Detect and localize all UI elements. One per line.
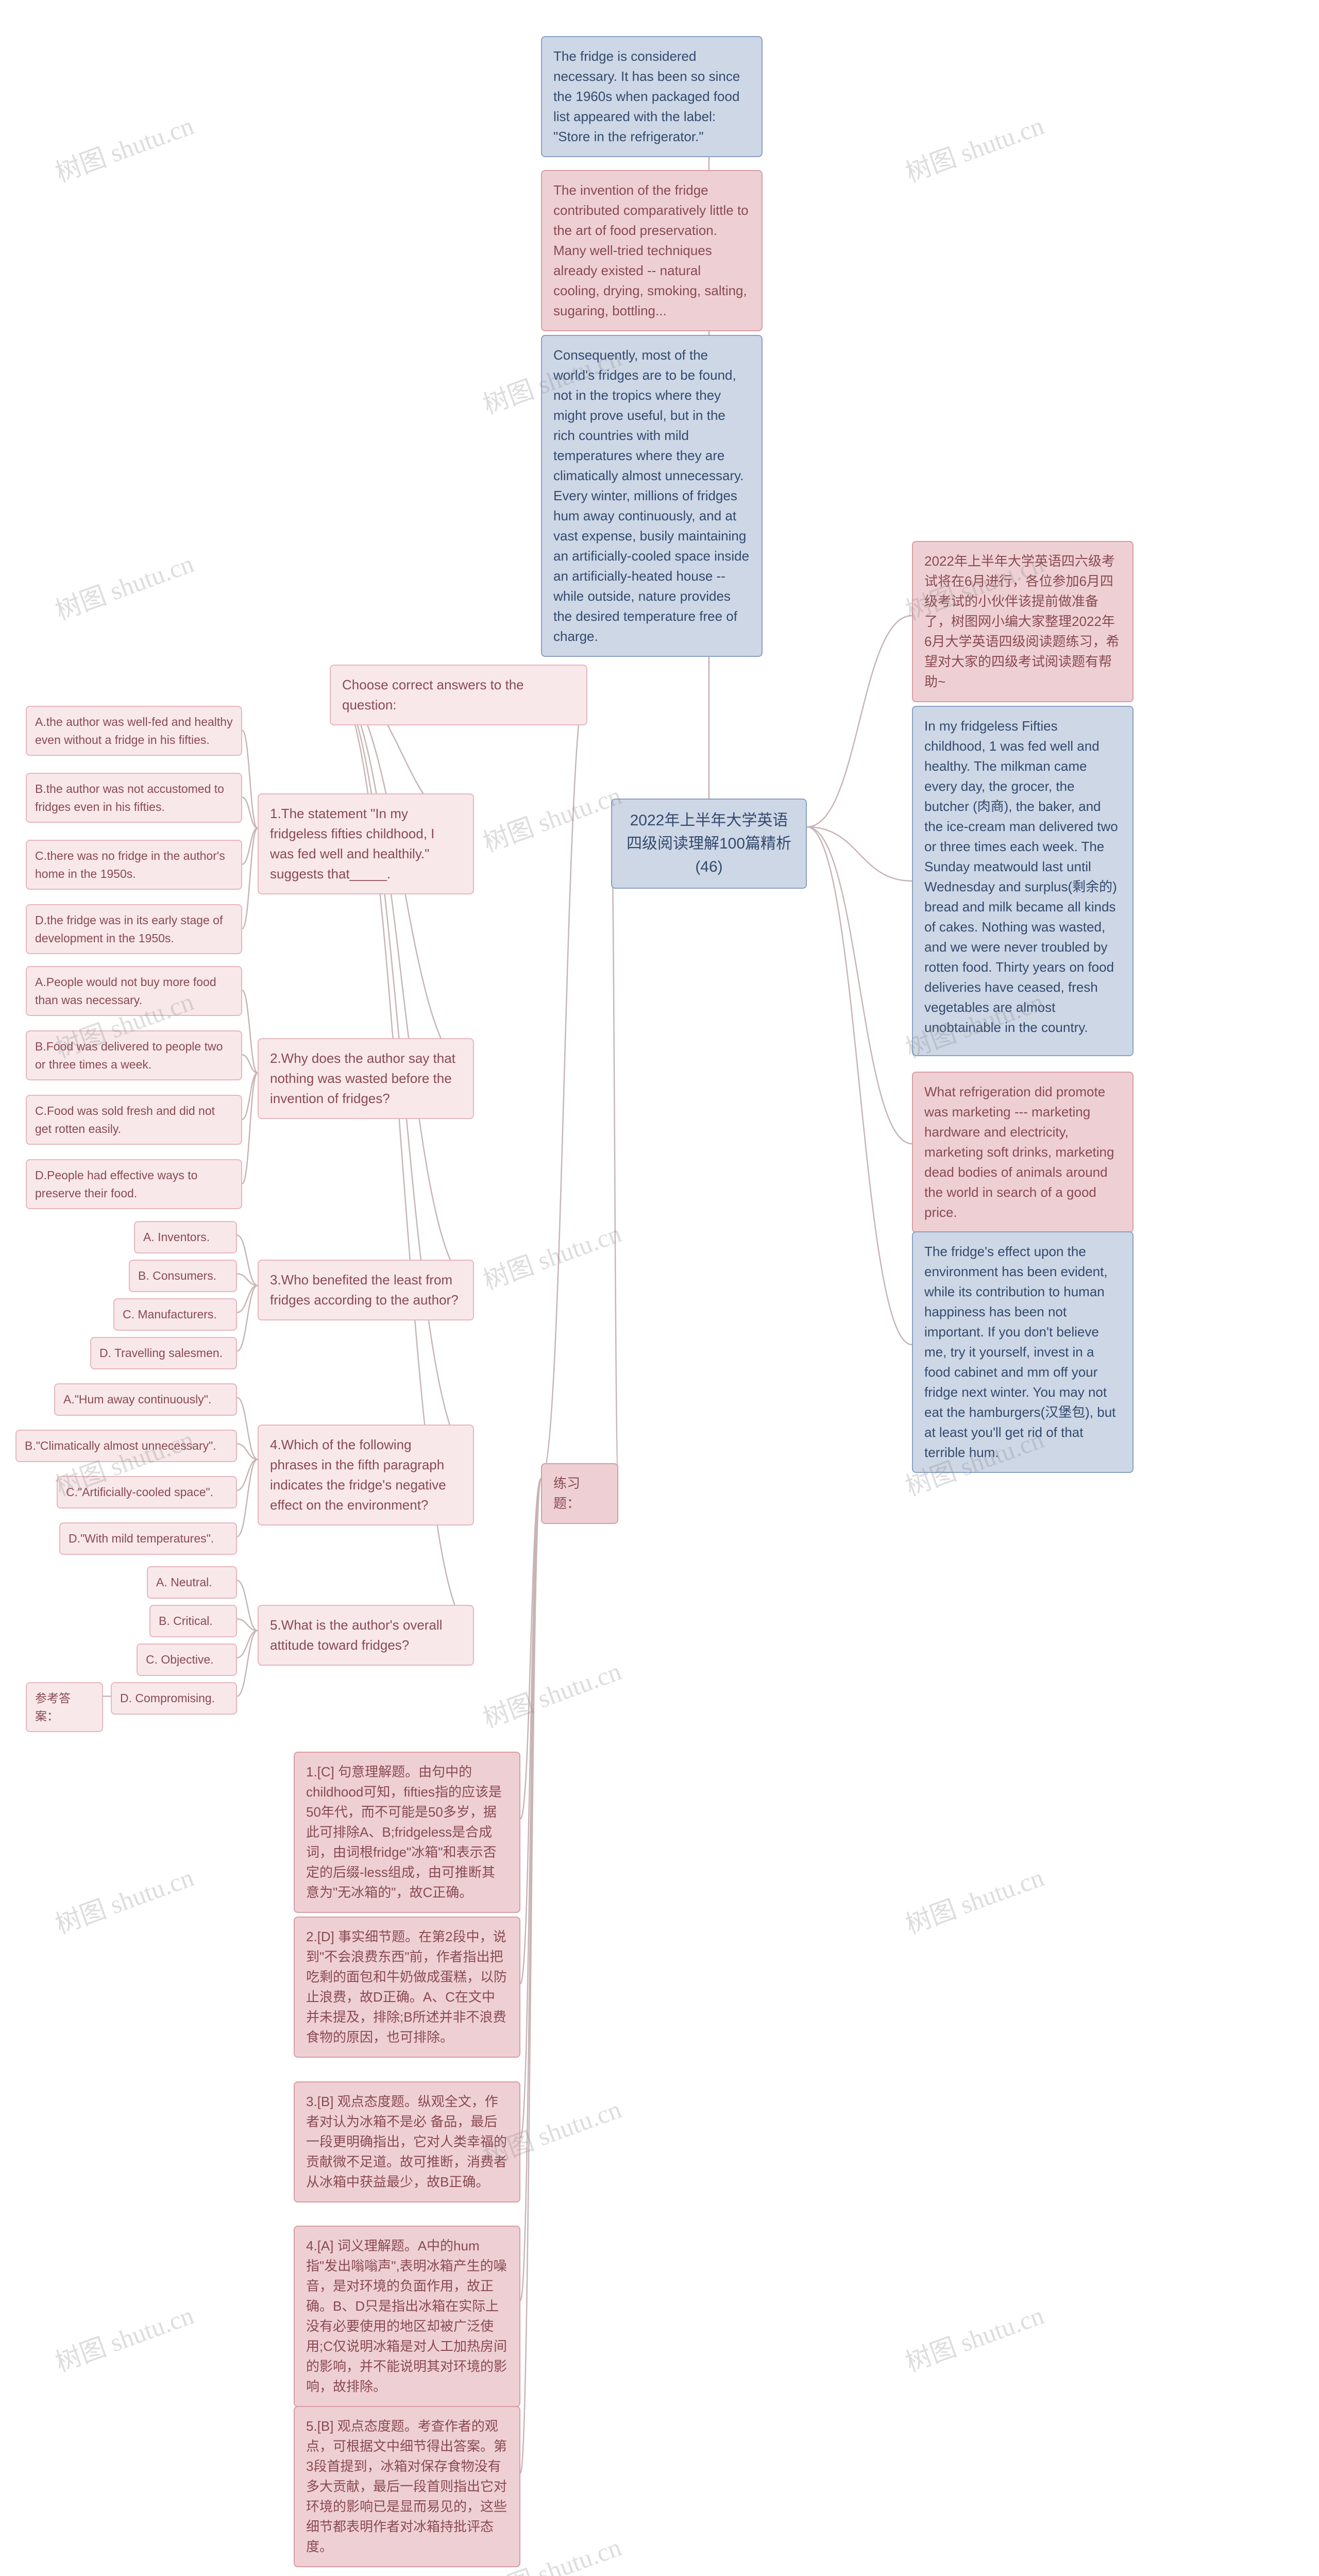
top-para-0: The fridge is considered necessary. It h… (541, 36, 763, 157)
question-3: 4.Which of the following phrases in the … (258, 1425, 474, 1526)
right-para-1: In my fridgeless Fifties childhood, 1 wa… (912, 706, 1134, 1056)
top-para-1: The invention of the fridge contributed … (541, 170, 763, 331)
q0-option-1: B.the author was not accustomed to fridg… (26, 773, 242, 823)
q2-option-2: C. Manufacturers. (113, 1298, 237, 1331)
exercise-child-0: Choose correct answers to the question: (330, 665, 587, 725)
exercise-child-4: 4.[A] 词义理解题。A中的hum指"发出嗡嗡声",表明冰箱产生的噪音，是对环… (294, 2226, 520, 2407)
watermark: 树图 shutu.cn (900, 105, 1048, 190)
q0-option-0: A.the author was well-fed and healthy ev… (26, 706, 242, 756)
q4-option-0: A. Neutral. (147, 1566, 237, 1599)
top-para-2: Consequently, most of the world's fridge… (541, 335, 763, 657)
q4-option-3: D. Compromising. (111, 1682, 237, 1715)
watermark: 树图 shutu.cn (477, 1213, 625, 1297)
q0-option-2: C.there was no fridge in the author's ho… (26, 840, 242, 890)
right-para-3: The fridge's effect upon the environment… (912, 1231, 1134, 1473)
q4-option-2: C. Objective. (137, 1643, 237, 1676)
watermark: 树图 shutu.cn (49, 105, 198, 190)
exercise-child-1: 1.[C] 句意理解题。由句中的childhood可知，fifties指的应该是… (294, 1752, 520, 1913)
watermark: 树图 shutu.cn (900, 1857, 1048, 1941)
question-2: 3.Who benefited the least from fridges a… (258, 1260, 474, 1320)
watermark: 树图 shutu.cn (49, 2295, 198, 2379)
right-para-0: 2022年上半年大学英语四六级考试将在6月进行，各位参加6月四级考试的小伙伴该提… (912, 541, 1134, 702)
q3-option-0: A."Hum away continuously". (54, 1383, 237, 1416)
q3-option-2: C."Artificially-cooled space". (57, 1476, 237, 1509)
question-0: 1.The statement "In my fridgeless fiftie… (258, 793, 474, 894)
q2-option-3: D. Travelling salesmen. (90, 1337, 237, 1369)
q1-option-1: B.Food was delivered to people two or th… (26, 1030, 242, 1080)
q1-option-3: D.People had effective ways to preserve … (26, 1159, 242, 1209)
q1-option-0: A.People would not buy more food than wa… (26, 966, 242, 1016)
question-1: 2.Why does the author say that nothing w… (258, 1038, 474, 1119)
watermark: 树图 shutu.cn (477, 775, 625, 859)
q3-option-1: B."Climatically almost unnecessary". (15, 1430, 237, 1462)
question-4: 5.What is the author's overall attitude … (258, 1605, 474, 1666)
answer-key-label: 参考答案： (26, 1682, 103, 1732)
exercise-child-3: 3.[B] 观点态度题。纵观全文，作者对认为冰箱不是必 备品，最后一段更明确指出… (294, 2081, 520, 2202)
q3-option-3: D."With mild temperatures". (59, 1522, 237, 1555)
q2-option-1: B. Consumers. (129, 1260, 237, 1292)
watermark: 树图 shutu.cn (477, 1651, 625, 1735)
watermark: 树图 shutu.cn (49, 1857, 198, 1941)
watermark: 树图 shutu.cn (900, 2295, 1048, 2379)
q1-option-2: C.Food was sold fresh and did not get ro… (26, 1095, 242, 1145)
exercise-child-2: 2.[D] 事实细节题。在第2段中，说到"不会浪费东西"前，作者指出把吃剩的面包… (294, 1917, 520, 2058)
q4-option-1: B. Critical. (149, 1605, 237, 1637)
root-title: 2022年上半年大学英语四级阅读理解100篇精析(46) (611, 799, 807, 889)
q0-option-3: D.the fridge was in its early stage of d… (26, 904, 242, 954)
right-para-2: What refrigeration did promote was marke… (912, 1072, 1134, 1233)
watermark: 树图 shutu.cn (49, 543, 198, 628)
exercise-hub: 练习题： (541, 1463, 618, 1524)
exercise-child-5: 5.[B] 观点态度题。考查作者的观点，可根据文中细节得出答案。第3段首提到，冰… (294, 2406, 520, 2567)
q2-option-0: A. Inventors. (134, 1221, 237, 1253)
